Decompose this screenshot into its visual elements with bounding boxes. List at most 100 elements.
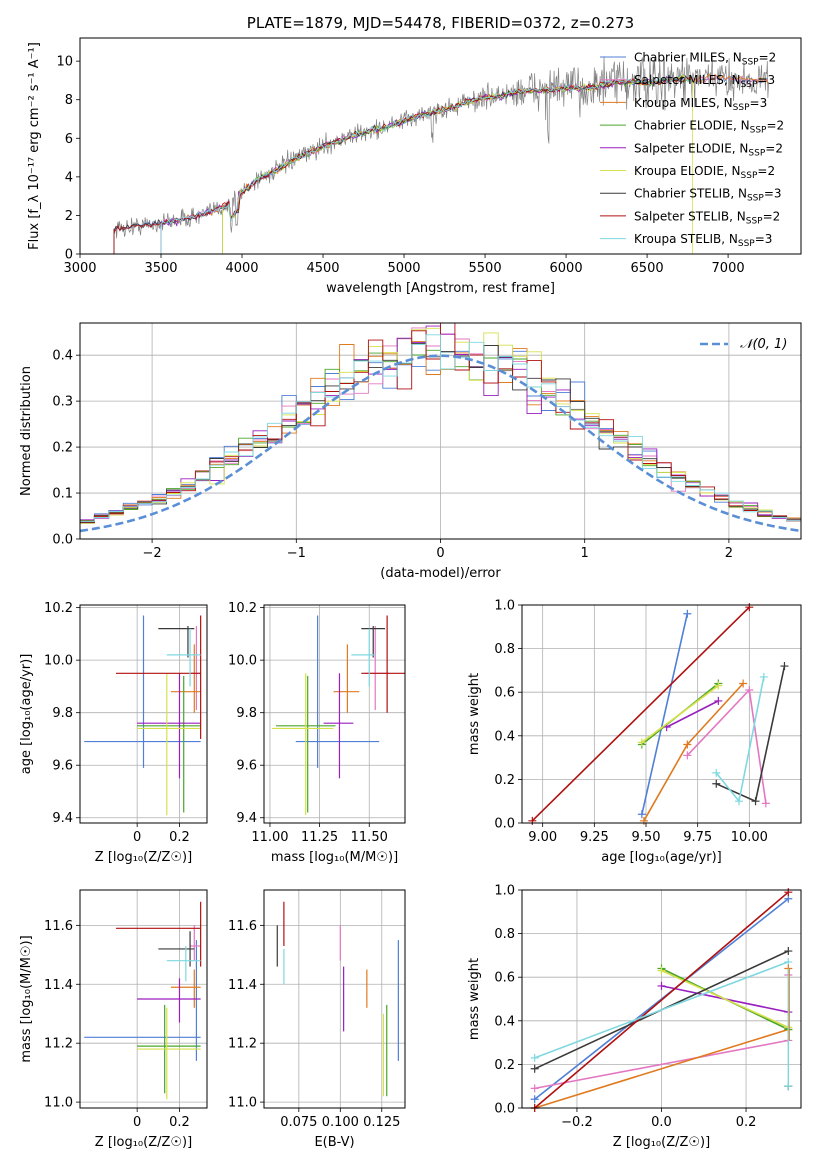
x-axis-label: age [log₁₀(age/yr)] — [601, 850, 722, 865]
y-tick-label: 0.3 — [52, 395, 73, 410]
histogram-salpeter-stelib — [80, 323, 801, 523]
x-tick-label: 0.2 — [736, 1115, 757, 1130]
legend-subscript: SSP — [741, 80, 758, 90]
y-tick-label: 11.6 — [44, 919, 73, 934]
y-tick-label: 8 — [65, 93, 73, 108]
x-tick-label: 0.0 — [651, 1115, 672, 1130]
weight-line — [641, 613, 689, 815]
x-axis-label: E(B-V) — [314, 1135, 354, 1150]
legend-eq: = — [765, 141, 775, 155]
y-tick-label: 0.8 — [494, 927, 515, 942]
errorbar-salpeter-elodie — [323, 673, 354, 779]
errorbar-kroupa-miles — [333, 644, 360, 713]
spectrum-plot: 3000 3500 4000 4500 5000 5500 6000 6500 7000 0 2 4 6… — [27, 14, 802, 296]
legend-subscript: SSP — [747, 194, 764, 204]
series-chabrier-miles — [637, 609, 692, 819]
legend-eq: = — [755, 232, 765, 246]
axes-frame — [521, 604, 802, 824]
y-tick-label: 11.4 — [44, 978, 73, 993]
legend-nssp: 3 — [774, 187, 782, 201]
weight-vs-age-marks — [528, 603, 789, 825]
weight-marker — [530, 1053, 539, 1062]
legend-label: Kroupa MILES, NSSP=3 — [634, 96, 767, 113]
legend-label: Salpeter STELIB, NSSP=2 — [634, 209, 780, 226]
legend-nssp: 3 — [760, 96, 768, 110]
chart-title: PLATE=1879, MJD=54478, FIBERID=0372, z=0… — [247, 14, 634, 32]
x-tick-label: 0.2 — [169, 1115, 190, 1130]
y-tick-label: 9.4 — [236, 811, 257, 826]
y-tick-label: 11.6 — [228, 919, 257, 934]
weight-marker — [637, 810, 646, 819]
weight-line — [534, 898, 789, 1100]
x-tick-label: 0 — [436, 546, 444, 561]
mass-vs-Z-marks — [84, 901, 202, 1100]
legend-nssp: 2 — [777, 119, 785, 133]
x-tick-label: 0.100 — [322, 1115, 359, 1130]
legend-subscript: SSP — [738, 239, 755, 249]
legend-eq: = — [766, 119, 776, 133]
weight-line — [715, 665, 786, 803]
weight-marker — [657, 966, 666, 975]
y-tick-label: 11.0 — [228, 1096, 257, 1111]
errorbar-kroupa-elodie — [271, 673, 334, 816]
weight-marker — [751, 797, 760, 806]
errorbar-kroupa-elodie — [137, 673, 201, 816]
legend-label: Salpeter MILES, NSSP=3 — [634, 73, 775, 90]
errorbar-salpeter-stelib — [361, 615, 405, 713]
weight-marker — [739, 679, 748, 688]
y-axis-label: age [log₁₀(age/yr)] — [19, 654, 34, 775]
x-tick-label: 6500 — [631, 261, 664, 276]
legend-subscript: SSP — [750, 126, 767, 136]
legend-subscript: SSP — [733, 103, 750, 113]
errorbar-chabrier-stelib — [158, 626, 195, 658]
x-tick-label: 9.25 — [580, 830, 609, 845]
weight-line — [531, 606, 750, 822]
weight-line — [641, 685, 719, 743]
legend-subscript: SSP — [742, 58, 759, 68]
model-line-chabrier-elodie — [222, 74, 692, 220]
x-tick-label: −0.2 — [561, 1115, 593, 1130]
series-salpeter-elodie — [662, 696, 723, 732]
legend-label-text: Kroupa MILES, N — [634, 96, 733, 110]
series-chabrier-stelib — [712, 662, 789, 806]
mass-vs-EBV-plot: 0.075 0.100 0.125 11.0 11.2 11.4 11.6 E(B-V) — [228, 889, 406, 1150]
y-tick-label: 0.4 — [52, 349, 73, 364]
x-tick-label: −2 — [143, 546, 162, 561]
errorbar-salpeter-elodie — [137, 673, 201, 779]
series-kroupa-miles — [639, 679, 748, 825]
x-tick-label: 9.00 — [528, 830, 557, 845]
errorbar-kroupa-elodie — [137, 1007, 201, 1100]
x-tick-label: 2 — [725, 546, 733, 561]
y-tick-label: 0.6 — [494, 971, 515, 986]
gaussian-curve — [80, 354, 801, 533]
y-tick-label: 4 — [65, 170, 73, 185]
x-axis-label: (data-model)/error — [380, 566, 501, 581]
x-tick-label: 9.75 — [683, 830, 712, 845]
x-tick-label: 6000 — [550, 261, 583, 276]
weight-marker — [759, 672, 768, 681]
errorbar-chabrier-stelib — [361, 626, 386, 658]
y-axis-label: mass weight — [467, 673, 482, 755]
legend-subscript: SSP — [741, 171, 758, 181]
legend-label-text: Chabrier ELODIE, N — [634, 119, 750, 133]
errorbar-salpeter-stelib — [115, 615, 202, 739]
weight-marker — [657, 981, 666, 990]
y-tick-label: 10 — [56, 55, 73, 70]
legend-eq: = — [759, 51, 769, 65]
legend-label: Salpeter ELODIE, NSSP=2 — [634, 141, 783, 158]
series-kroupa-stelib — [712, 672, 768, 806]
x-axis-label: wavelength [Angstrom, rest frame] — [326, 281, 555, 296]
weight-marker — [530, 1084, 539, 1093]
y-tick-label: 11.4 — [228, 978, 257, 993]
errorbar-kroupa-stelib — [166, 945, 201, 982]
x-tick-label: 4000 — [225, 261, 258, 276]
mass-vs-Z-plot: 0 0.2 11.0 11.2 11.4 11.6 Z [log₁₀(Z/Z☉)] mass … — [19, 889, 208, 1150]
weight-marker — [683, 751, 692, 760]
errorbar-kroupa-stelib — [351, 628, 376, 687]
weight-vs-Z-plot: −0.2 0.0 0.2 0.0 0.2 0.4 0.6 0.8 1.0 Z [log₁₀(Z/Z… — [467, 884, 802, 1150]
legend-label-text: Salpeter STELIB, N — [634, 209, 746, 223]
legend-label: 𝒩(0, 1) — [740, 337, 787, 352]
y-tick-label: 9.8 — [236, 706, 257, 721]
x-tick-label: 10.00 — [731, 830, 768, 845]
